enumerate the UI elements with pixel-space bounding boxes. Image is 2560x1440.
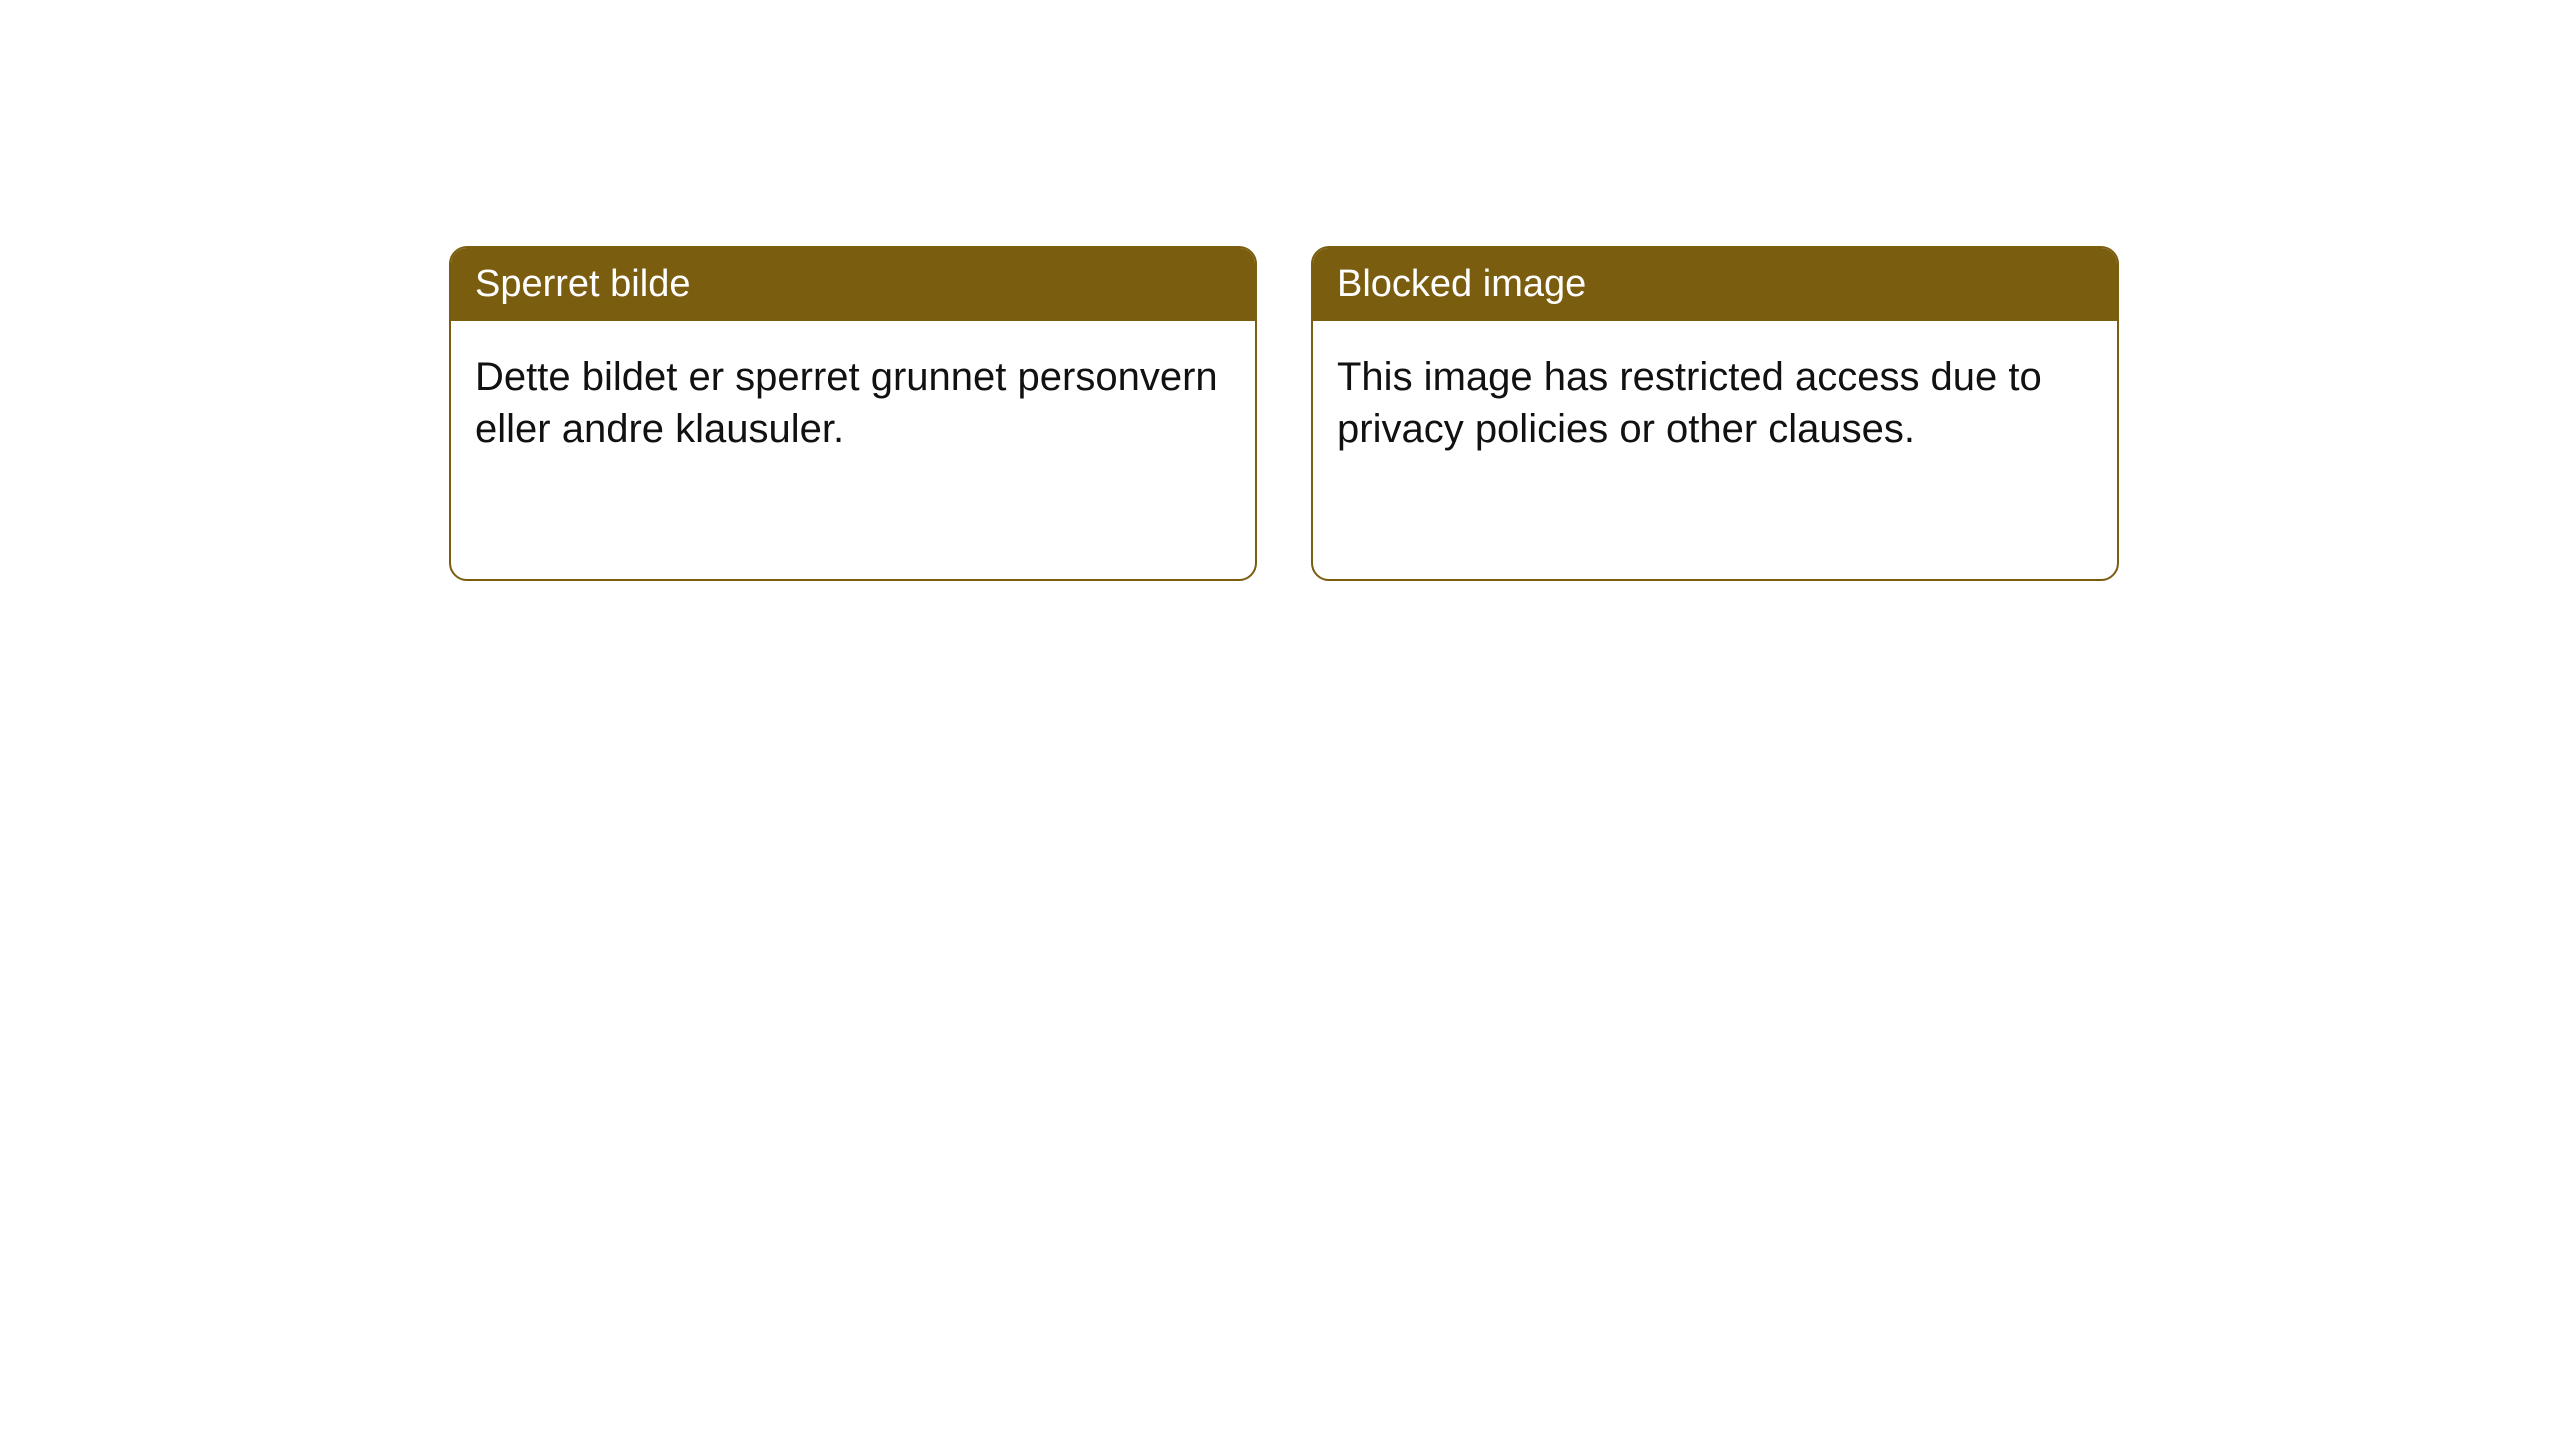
- notice-body: Dette bildet er sperret grunnet personve…: [451, 321, 1255, 485]
- notice-header: Sperret bilde: [451, 248, 1255, 321]
- notice-header: Blocked image: [1313, 248, 2117, 321]
- notice-container: Sperret bilde Dette bildet er sperret gr…: [449, 246, 2119, 581]
- notice-card-norwegian: Sperret bilde Dette bildet er sperret gr…: [449, 246, 1257, 581]
- notice-title: Blocked image: [1337, 263, 1586, 305]
- notice-text: This image has restricted access due to …: [1337, 355, 2042, 451]
- notice-card-english: Blocked image This image has restricted …: [1311, 246, 2119, 581]
- notice-title: Sperret bilde: [475, 263, 690, 305]
- notice-text: Dette bildet er sperret grunnet personve…: [475, 355, 1218, 451]
- notice-body: This image has restricted access due to …: [1313, 321, 2117, 485]
